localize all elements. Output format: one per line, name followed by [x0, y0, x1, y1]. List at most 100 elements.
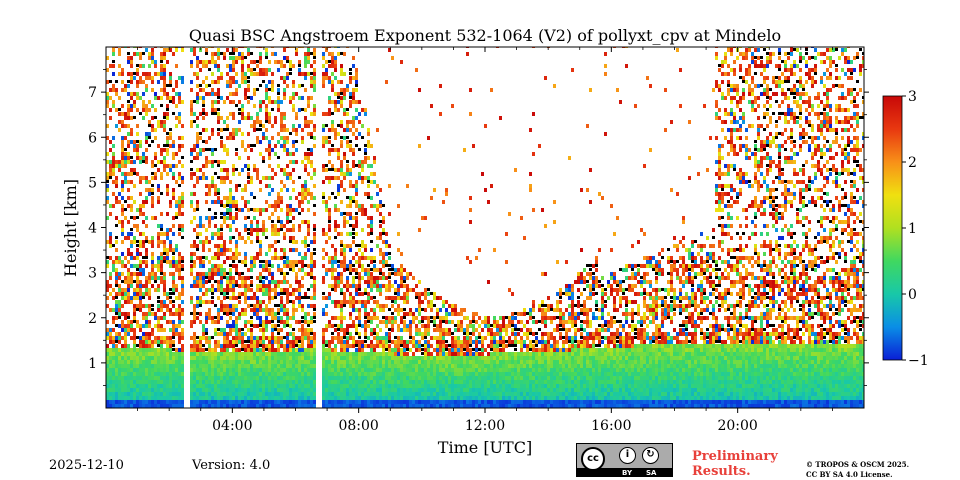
- heatmap-cell: [142, 316, 145, 320]
- heatmap-cell: [223, 400, 226, 404]
- heatmap-cell: [268, 96, 271, 100]
- heatmap-cell: [292, 316, 295, 320]
- heatmap-cell: [211, 400, 214, 404]
- heatmap-cell: [118, 64, 121, 68]
- heatmap-cell: [337, 272, 340, 276]
- heatmap-cell: [244, 296, 247, 300]
- heatmap-cell: [106, 92, 109, 96]
- heatmap-cell: [154, 272, 157, 276]
- heatmap-cell: [166, 212, 169, 216]
- heatmap-cell: [208, 348, 211, 352]
- heatmap-cell: [391, 284, 394, 288]
- heatmap-cell: [352, 296, 355, 300]
- heatmap-cell: [148, 192, 151, 196]
- heatmap-cell: [241, 260, 244, 264]
- heatmap-cell: [343, 256, 346, 260]
- heatmap-cell: [238, 56, 241, 60]
- heatmap-cell: [229, 216, 232, 220]
- heatmap-cell: [349, 168, 352, 172]
- heatmap-cell: [205, 288, 208, 292]
- heatmap-cell: [163, 260, 166, 263]
- heatmap-cell: [385, 360, 388, 364]
- heatmap-cell: [292, 108, 295, 112]
- heatmap-cell: [256, 400, 259, 404]
- heatmap-cell: [208, 268, 211, 272]
- heatmap-cell: [172, 356, 175, 360]
- heatmap-cell: [190, 60, 193, 64]
- heatmap-cell: [217, 328, 220, 331]
- heatmap-cell: [169, 336, 172, 340]
- heatmap-cell: [292, 380, 295, 384]
- heatmap-cell: [220, 332, 223, 336]
- heatmap-cell: [268, 60, 271, 64]
- heatmap-cell: [205, 140, 208, 144]
- heatmap-cell: [331, 388, 334, 392]
- heatmap-cell: [115, 176, 118, 180]
- heatmap-cell: [358, 248, 361, 252]
- heatmap-cell: [202, 392, 205, 396]
- heatmap-cell: [358, 284, 361, 288]
- heatmap-cell: [220, 248, 223, 252]
- heatmap-cell: [244, 148, 247, 152]
- heatmap-cell: [373, 276, 376, 280]
- heatmap-cell: [322, 296, 325, 300]
- heatmap-cell: [289, 132, 292, 135]
- heatmap-cell: [280, 352, 283, 356]
- heatmap-cell: [262, 388, 265, 392]
- heatmap-cell: [400, 396, 403, 400]
- heatmap-cell: [418, 332, 421, 336]
- heatmap-cell: [193, 228, 196, 232]
- heatmap-cell: [241, 68, 244, 72]
- heatmap-cell: [115, 388, 118, 392]
- heatmap-cell: [283, 280, 286, 284]
- heatmap-cell: [229, 324, 232, 328]
- heatmap-cell: [205, 364, 208, 368]
- heatmap-cell: [277, 328, 280, 332]
- heatmap-cell: [124, 276, 127, 280]
- heatmap-cell: [259, 108, 262, 112]
- heatmap-cell: [295, 288, 298, 292]
- heatmap-cell: [349, 248, 352, 252]
- heatmap-cell: [121, 380, 124, 384]
- heatmap-cell: [163, 248, 166, 252]
- heatmap-cell: [226, 176, 229, 180]
- heatmap-cell: [367, 284, 370, 288]
- heatmap-cell: [328, 396, 331, 400]
- heatmap-cell: [385, 240, 388, 244]
- heatmap-cell: [211, 236, 214, 240]
- heatmap-cell: [307, 60, 310, 64]
- heatmap-cell: [178, 320, 181, 324]
- heatmap-cell: [169, 288, 172, 291]
- heatmap-cell: [307, 152, 310, 156]
- heatmap-cell: [388, 272, 391, 276]
- heatmap-cell: [172, 312, 175, 316]
- heatmap-cell: [175, 200, 178, 204]
- heatmap-cell: [259, 68, 262, 72]
- heatmap-cell: [166, 248, 169, 252]
- heatmap-cell: [346, 388, 349, 392]
- heatmap-cell: [235, 72, 238, 76]
- heatmap-cell: [235, 388, 238, 392]
- heatmap-cell: [115, 376, 118, 380]
- heatmap-cell: [295, 296, 298, 300]
- heatmap-cell: [217, 296, 220, 300]
- heatmap-cell: [259, 104, 262, 108]
- heatmap-cell: [280, 76, 283, 80]
- heatmap-cell: [313, 172, 316, 176]
- heatmap-cell: [232, 304, 235, 308]
- heatmap-cell: [199, 336, 202, 340]
- heatmap-cell: [376, 324, 379, 328]
- heatmap-cell: [427, 372, 430, 376]
- heatmap-cell: [115, 284, 118, 287]
- heatmap-cell: [166, 380, 169, 384]
- heatmap-cell: [151, 364, 154, 368]
- heatmap-cell: [226, 128, 229, 131]
- heatmap-cell: [307, 156, 310, 160]
- heatmap-cell: [151, 404, 154, 408]
- heatmap-cell: [133, 264, 136, 268]
- heatmap-cell: [127, 292, 130, 296]
- heatmap-cell: [151, 264, 154, 268]
- heatmap-cell: [340, 80, 343, 84]
- heatmap-cell: [400, 372, 403, 376]
- heatmap-cell: [424, 376, 427, 380]
